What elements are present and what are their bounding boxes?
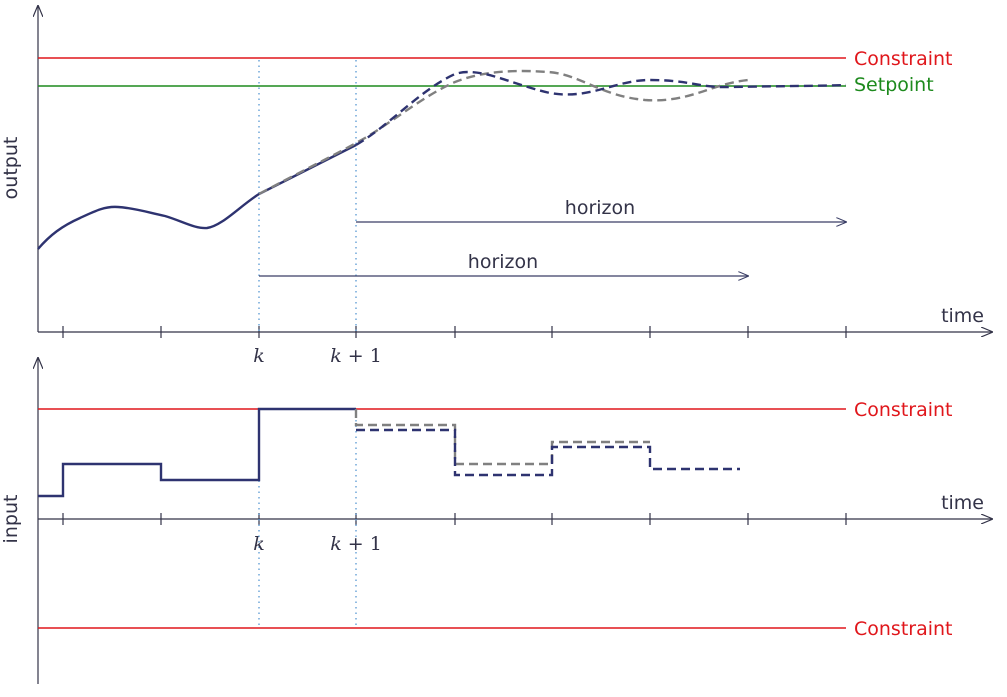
tick-label-k1-bottom: k + 1 <box>330 533 382 555</box>
horizon-label-lower: horizon <box>468 251 538 273</box>
measured-output-curve <box>37 143 357 250</box>
past-input-staircase <box>38 407 356 498</box>
bottom-x-axis-label: time <box>941 492 984 514</box>
tick-label-k-top: k <box>253 345 265 367</box>
predicted-input-gray <box>354 409 650 466</box>
setpoint-label: Setpoint <box>854 74 934 96</box>
tick-label-k1-top: k + 1 <box>330 345 382 367</box>
predicted-input-navy <box>356 428 740 477</box>
top-constraint-label: Constraint <box>854 48 953 70</box>
predicted-output-from-k1 <box>355 70 847 147</box>
tick-label-k-bottom: k <box>253 533 265 555</box>
top-x-ticks <box>62 326 847 338</box>
top-plot: horizon horizon Constraint Setpoint time… <box>0 6 992 367</box>
bottom-lower-constraint-label: Constraint <box>854 618 953 640</box>
horizon-label-upper: horizon <box>565 197 635 219</box>
top-x-axis-label: time <box>941 305 984 327</box>
predicted-output-from-k <box>258 69 749 196</box>
bottom-upper-constraint-label: Constraint <box>854 399 953 421</box>
top-y-axis-label: output <box>0 137 22 200</box>
bottom-plot: Constraint Constraint time input k k + 1 <box>0 358 992 684</box>
bottom-y-axis-label: input <box>0 495 22 544</box>
